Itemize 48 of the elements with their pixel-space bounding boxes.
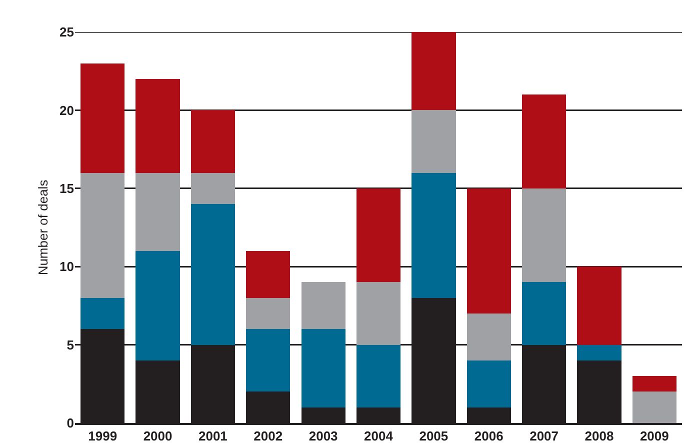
bar	[190, 204, 236, 345]
bar	[246, 329, 290, 392]
x-tick-label: 2002	[254, 428, 283, 443]
bar	[80, 63, 125, 173]
bar	[632, 392, 676, 423]
bar	[522, 282, 566, 345]
bar	[466, 314, 511, 360]
bar	[246, 298, 290, 330]
x-tick-label: 2006	[474, 428, 504, 443]
x-tick-label: 2009	[640, 428, 669, 443]
bar	[190, 110, 236, 173]
bar	[80, 172, 125, 298]
x-tick-label: 2003	[308, 428, 338, 443]
bar	[80, 298, 125, 330]
y-axis-title: Number of deals	[35, 179, 50, 276]
bar	[412, 110, 456, 173]
y-tick-label: 20	[60, 102, 74, 118]
bar	[356, 188, 401, 282]
bar	[577, 266, 622, 345]
bar	[356, 344, 401, 408]
bar	[246, 250, 290, 298]
bar	[522, 188, 566, 282]
bar	[412, 32, 456, 110]
bar	[632, 376, 676, 392]
x-tick-label: 2004	[364, 428, 394, 443]
x-tick-label: 2000	[143, 428, 172, 443]
y-tick-label: 25	[60, 24, 74, 40]
bar	[136, 78, 180, 173]
bar	[522, 94, 566, 188]
y-tick-label: 0	[66, 416, 74, 431]
x-tick-label: 2007	[530, 428, 559, 443]
y-tick-label: 10	[60, 259, 74, 274]
bar	[577, 344, 622, 360]
x-tick-label: 2001	[198, 428, 228, 443]
x-tick-label: 1999	[88, 428, 118, 443]
bar	[301, 282, 346, 330]
bar	[466, 360, 511, 408]
bar	[136, 250, 180, 360]
x-tick-label: 2008	[584, 428, 614, 443]
y-tick-label: 5	[66, 337, 74, 352]
y-tick-label: 15	[60, 180, 74, 196]
bar	[190, 172, 236, 204]
x-tick-label: 2005	[419, 428, 448, 443]
bar	[301, 329, 346, 408]
bar	[136, 172, 180, 251]
bar	[412, 172, 456, 298]
bar	[356, 282, 401, 345]
bar	[466, 188, 511, 314]
